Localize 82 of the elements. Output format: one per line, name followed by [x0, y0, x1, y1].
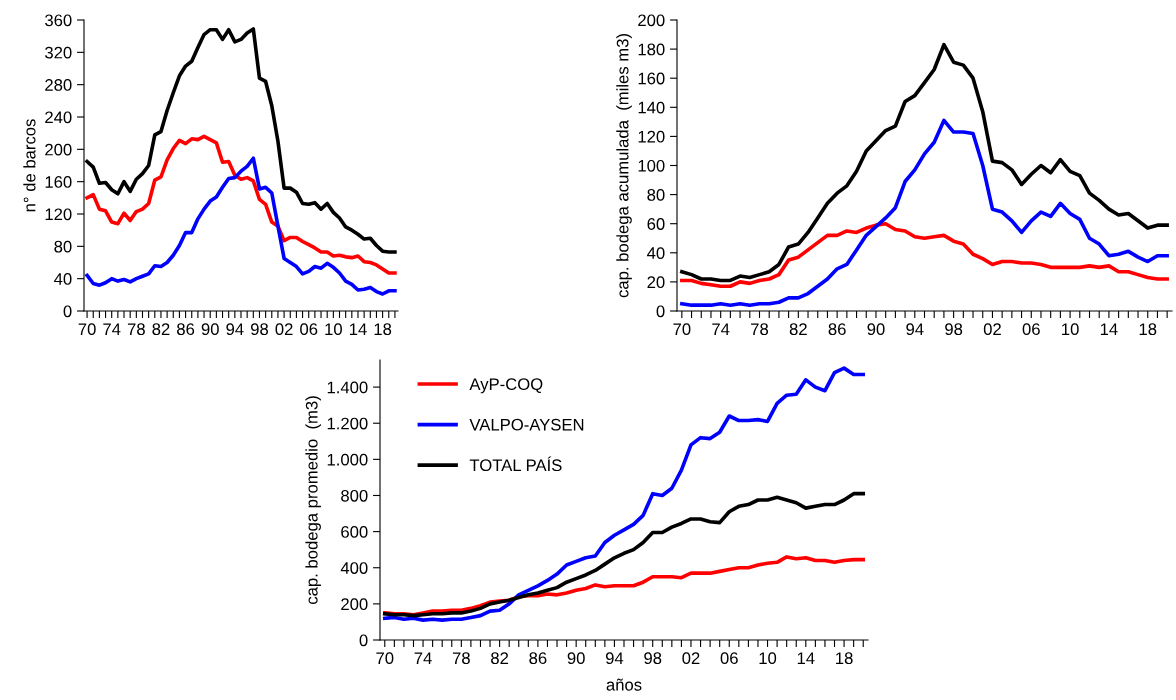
x-tick-label: 98: [644, 652, 662, 665]
x-axis-title: años: [606, 678, 642, 691]
x-tick-label: 74: [103, 323, 121, 335]
x-tick-label: 78: [751, 323, 769, 336]
y-tick-label: 180: [638, 43, 665, 56]
x-tick-label: 94: [605, 652, 624, 665]
y-tick-label: 80: [54, 240, 72, 253]
x-tick-label: 86: [828, 323, 846, 336]
x-tick-label: 98: [250, 323, 269, 336]
y-axis-title: cap. bodega promedio (m3): [305, 396, 321, 604]
x-tick-label: 70: [376, 652, 394, 665]
line-series: [382, 491, 866, 618]
x-tick-label: 70: [78, 323, 96, 336]
y-tick-label: 40: [54, 273, 72, 285]
x-tick-label: 82: [152, 323, 170, 336]
line-series: [382, 366, 866, 622]
x-tick-label: 10: [759, 652, 777, 665]
x-tick-label: 70: [673, 323, 691, 336]
y-tick-label: 200: [341, 598, 368, 611]
line-series: [680, 118, 1169, 307]
x-tick-label: 02: [682, 652, 700, 665]
y-tick-label: 140: [638, 101, 665, 114]
x-tick-label: 10: [1062, 323, 1079, 336]
y-tick-label: 360: [45, 14, 72, 27]
x-tick-label: 14: [797, 652, 815, 664]
x-tick-label: 06: [300, 323, 318, 336]
y-tick-label: 1.400: [327, 381, 368, 394]
line-series: [85, 156, 397, 296]
y-axis-title: n° de barcos: [23, 119, 36, 212]
y-tick-label: 160: [638, 72, 665, 85]
y-tick-label: 400: [340, 562, 368, 574]
x-tick-label: 78: [452, 652, 470, 665]
x-tick-label: 02: [275, 323, 293, 336]
y-tick-label: 200: [45, 143, 72, 156]
y-tick-label: 80: [647, 189, 665, 201]
x-tick-label: 90: [201, 323, 219, 336]
y-axis-title: cap. bodega acumulada (miles m3): [616, 34, 632, 298]
x-tick-label: 90: [567, 652, 585, 665]
x-tick-label: 10: [325, 323, 342, 336]
y-tick-label: 200: [638, 14, 665, 27]
y-tick-label: 320: [45, 46, 72, 59]
x-tick-label: 74: [712, 323, 730, 335]
y-tick-label: 1.200: [327, 417, 368, 430]
y-tick-label: 800: [341, 489, 368, 502]
x-tick-label: 14: [349, 323, 367, 335]
line-series: [680, 221, 1169, 289]
x-tick-label: 90: [867, 323, 885, 336]
x-tick-label: 02: [983, 323, 1001, 336]
y-tick-label: 240: [45, 111, 72, 124]
y-tick-label: 120: [638, 130, 665, 143]
x-tick-label: 14: [1100, 323, 1118, 335]
legend-label: VALPO-AYSEN: [469, 418, 584, 431]
x-tick-label: 18: [1139, 323, 1157, 336]
x-tick-label: 06: [720, 652, 738, 665]
y-tick-label: 1.000: [327, 453, 368, 466]
y-tick-label: 600: [341, 526, 368, 538]
x-tick-label: 18: [374, 323, 392, 336]
y-tick-label: 0: [656, 305, 665, 318]
legend-label: TOTAL PAÍS: [469, 456, 562, 472]
y-tick-label: 120: [45, 208, 72, 221]
line-series: [680, 42, 1169, 283]
y-tick-label: 160: [45, 176, 72, 188]
y-tick-label: 0: [63, 305, 72, 318]
y-tick-label: 100: [638, 159, 665, 172]
x-tick-label: 94: [906, 323, 924, 336]
y-tick-label: 60: [647, 218, 665, 230]
x-tick-label: 86: [529, 652, 547, 665]
y-tick-label: 280: [45, 79, 72, 91]
y-tick-label: 0: [359, 634, 368, 647]
x-tick-label: 06: [1022, 323, 1040, 336]
y-tick-label: 40: [647, 247, 665, 259]
y-tick-label: 20: [647, 276, 665, 289]
x-tick-label: 98: [945, 323, 963, 336]
x-tick-label: 94: [226, 323, 244, 336]
x-tick-label: 82: [491, 652, 509, 665]
x-tick-label: 86: [177, 323, 195, 336]
x-tick-label: 74: [414, 652, 432, 664]
x-tick-label: 78: [127, 323, 145, 336]
legend-label: AyP-COQ: [469, 378, 543, 394]
x-tick-label: 82: [789, 323, 807, 336]
x-tick-label: 18: [836, 652, 853, 665]
line-series: [85, 134, 397, 275]
